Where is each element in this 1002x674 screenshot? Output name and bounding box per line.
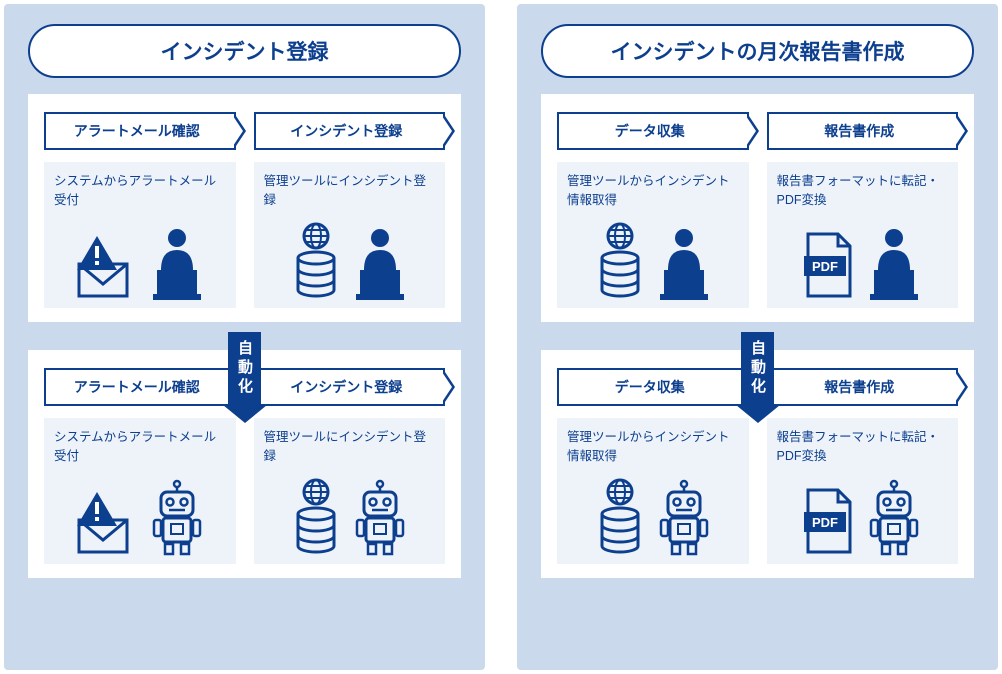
panel-title: インシデントの月次報告書作成 xyxy=(541,24,974,78)
icon-row xyxy=(264,474,436,556)
robot-icon xyxy=(866,478,922,556)
panel-monthly-report: インシデントの月次報告書作成 データ収集 管理ツールからインシデント情報取得 xyxy=(517,4,998,670)
icon-row xyxy=(264,218,436,300)
step: 報告書作成 報告書フォーマットに転記・PDF変換 PDF xyxy=(767,112,959,308)
icon-row: PDF xyxy=(777,474,949,556)
step-title: 報告書作成 xyxy=(767,112,959,150)
panel-incident-register: インシデント登録 アラートメール確認 システムからアラートメール受付 xyxy=(4,4,485,670)
robot-icon xyxy=(656,478,712,556)
robot-icon xyxy=(149,478,205,556)
db-globe-icon xyxy=(290,478,342,556)
step-body: 管理ツールにインシデント登録 xyxy=(254,418,446,564)
step-desc: システムからアラートメール受付 xyxy=(54,172,226,210)
person-laptop-icon xyxy=(149,226,205,300)
robot-icon xyxy=(352,478,408,556)
step-body: システムからアラートメール受付 xyxy=(44,418,236,564)
step-title: データ収集 xyxy=(557,368,749,406)
step-body: 管理ツールにインシデント登録 xyxy=(254,162,446,308)
pdf-icon: PDF xyxy=(802,230,856,300)
db-globe-icon xyxy=(594,478,646,556)
svg-text:PDF: PDF xyxy=(812,515,838,530)
icon-row xyxy=(567,218,739,300)
automation-arrow: 自動化 xyxy=(223,332,267,423)
step: アラートメール確認 システムからアラートメール受付 xyxy=(44,112,236,308)
step-desc: 管理ツールからインシデント情報取得 xyxy=(567,428,739,466)
step-title: データ収集 xyxy=(557,112,749,150)
arrow-head-icon xyxy=(736,405,780,423)
step-body: システムからアラートメール受付 xyxy=(44,162,236,308)
step-desc: 報告書フォーマットに転記・PDF変換 xyxy=(777,428,949,466)
step-desc: システムからアラートメール受付 xyxy=(54,428,226,466)
step-body: 報告書フォーマットに転記・PDF変換 PDF xyxy=(767,162,959,308)
stage-before: データ収集 管理ツールからインシデント情報取得 xyxy=(541,94,974,322)
step: データ収集 管理ツールからインシデント情報取得 xyxy=(557,112,749,308)
icon-row: PDF xyxy=(777,218,949,300)
stage-before: アラートメール確認 システムからアラートメール受付 xyxy=(28,94,461,322)
step-body: 報告書フォーマットに転記・PDF変換 PDF xyxy=(767,418,959,564)
panel-title: インシデント登録 xyxy=(28,24,461,78)
pdf-icon: PDF xyxy=(802,486,856,556)
db-globe-icon xyxy=(594,222,646,300)
automation-arrow: 自動化 xyxy=(736,332,780,423)
icon-row xyxy=(54,218,226,300)
step-title: アラートメール確認 xyxy=(44,112,236,150)
step: インシデント登録 管理ツールにインシデント登録 xyxy=(254,112,446,308)
step-desc: 管理ツールにインシデント登録 xyxy=(264,172,436,210)
person-laptop-icon xyxy=(866,226,922,300)
step-title: 報告書作成 xyxy=(767,368,959,406)
icon-row xyxy=(54,474,226,556)
step: インシデント登録 管理ツールにインシデント登録 xyxy=(254,368,446,564)
arrow-label: 自動化 xyxy=(741,332,774,405)
person-laptop-icon xyxy=(656,226,712,300)
step-desc: 管理ツールにインシデント登録 xyxy=(264,428,436,466)
mail-alert-icon xyxy=(75,486,139,556)
step-body: 管理ツールからインシデント情報取得 xyxy=(557,418,749,564)
step-title: アラートメール確認 xyxy=(44,368,236,406)
arrow-label: 自動化 xyxy=(228,332,261,405)
person-laptop-icon xyxy=(352,226,408,300)
step-desc: 管理ツールからインシデント情報取得 xyxy=(567,172,739,210)
step-body: 管理ツールからインシデント情報取得 xyxy=(557,162,749,308)
step-title: インシデント登録 xyxy=(254,368,446,406)
step: 報告書作成 報告書フォーマットに転記・PDF変換 PDF xyxy=(767,368,959,564)
step-title: インシデント登録 xyxy=(254,112,446,150)
step: データ収集 管理ツールからインシデント情報取得 xyxy=(557,368,749,564)
arrow-head-icon xyxy=(223,405,267,423)
svg-text:PDF: PDF xyxy=(812,259,838,274)
icon-row xyxy=(567,474,739,556)
step: アラートメール確認 システムからアラートメール受付 xyxy=(44,368,236,564)
mail-alert-icon xyxy=(75,230,139,300)
step-desc: 報告書フォーマットに転記・PDF変換 xyxy=(777,172,949,210)
db-globe-icon xyxy=(290,222,342,300)
